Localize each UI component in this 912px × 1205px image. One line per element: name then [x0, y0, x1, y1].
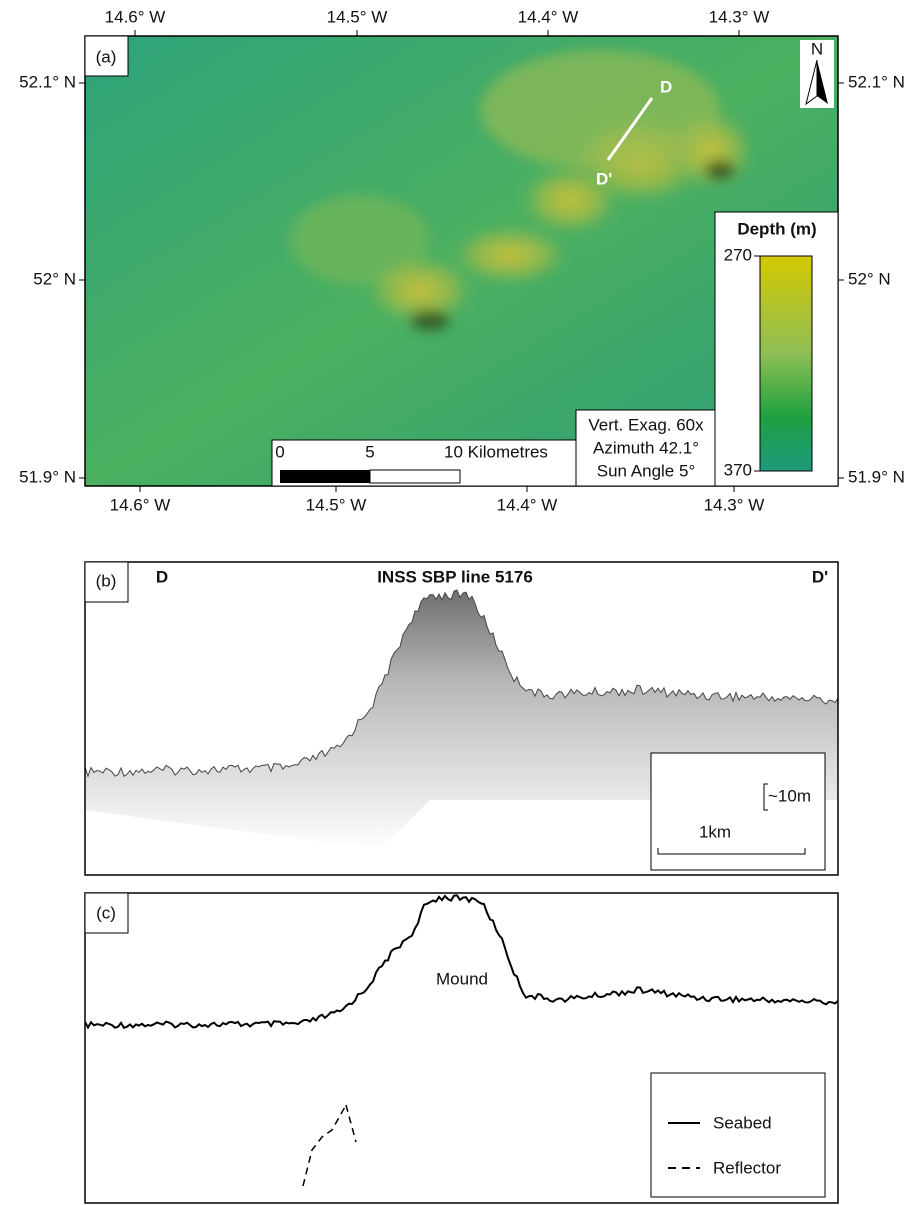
profile-title: INSS SBP line 5176	[377, 567, 533, 586]
legend-box	[651, 1073, 825, 1197]
scale-label: 10 Kilometres	[444, 442, 548, 461]
reflector-line	[303, 1105, 346, 1186]
lon-label: 14.6° W	[105, 7, 166, 26]
lon-label: 14.4° W	[518, 7, 579, 26]
horizontal-scale-label: 1km	[699, 822, 731, 841]
lat-label: 52.1° N	[848, 72, 905, 91]
color-bar	[760, 256, 812, 471]
lon-label: 14.4° W	[497, 495, 558, 514]
info-text: Vert. Exag. 60x	[588, 415, 704, 434]
lon-label: 14.5° W	[306, 495, 367, 514]
scale-bar	[280, 470, 370, 483]
panel-label: (b)	[96, 571, 117, 590]
scale-bar	[370, 470, 460, 483]
lon-label: 14.3° W	[704, 495, 765, 514]
vertical-scale-label: ~10m	[768, 786, 811, 805]
profile-end: D'	[812, 567, 828, 586]
line-label: D	[660, 77, 672, 96]
info-text: Azimuth 42.1°	[593, 438, 699, 457]
scale-label: 0	[275, 442, 284, 461]
profile-start: D	[156, 567, 168, 586]
legend-tick: 270	[724, 245, 752, 264]
lat-label: 51.9° N	[19, 467, 76, 486]
info-text: Sun Angle 5°	[597, 461, 696, 480]
legend-label: Seabed	[713, 1113, 772, 1132]
legend-label: Reflector	[713, 1158, 781, 1177]
lon-label: 14.3° W	[709, 7, 770, 26]
page: {"panels": [ {"label": "(a)", "north": "…	[0, 0, 912, 1205]
lon-label: 14.5° W	[327, 7, 388, 26]
scale-box	[651, 753, 825, 870]
lat-label: 52° N	[848, 269, 891, 288]
seismic-panel: (b) D INSS SBP line 5176 D' ~10m 1km	[85, 562, 838, 875]
seabed-line	[85, 895, 838, 1028]
scale-label: 5	[365, 442, 374, 461]
north-label: N	[811, 39, 823, 58]
lat-label: 52.1° N	[19, 72, 76, 91]
map-panel: (a) 14.6° W 14.5° W 14.4° W 14.3° W 14.6…	[19, 7, 905, 514]
lon-label: 14.6° W	[110, 495, 171, 514]
panel-label: (a)	[96, 47, 117, 66]
legend-title: Depth (m)	[737, 219, 816, 238]
panel-label: (c)	[96, 903, 116, 922]
legend-tick: 370	[724, 460, 752, 479]
lat-label: 52° N	[33, 269, 76, 288]
interpretation-panel: (c) Mound Seabed Reflector	[85, 893, 838, 1203]
lat-label: 51.9° N	[848, 467, 905, 486]
figure: (a) 14.6° W 14.5° W 14.4° W 14.3° W 14.6…	[0, 0, 912, 1205]
annotation: Mound	[436, 969, 488, 988]
line-label: D'	[596, 169, 612, 188]
reflector-line	[346, 1105, 356, 1142]
